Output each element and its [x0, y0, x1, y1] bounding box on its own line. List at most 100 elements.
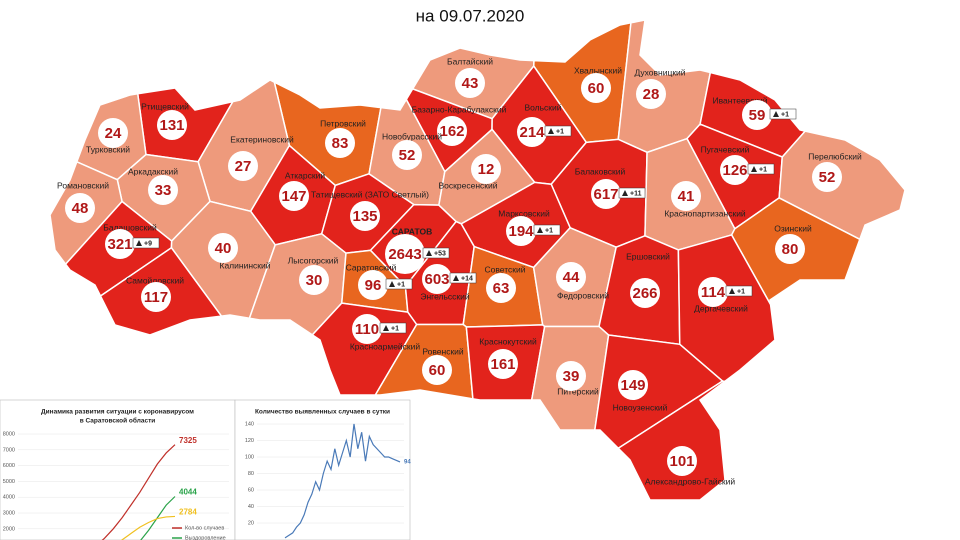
change-value: +1 — [737, 288, 745, 295]
district-name: Перелюбский — [808, 151, 862, 161]
case-count: 114 — [701, 284, 726, 301]
district-name: Марксовский — [498, 208, 550, 218]
y-tick-label: 4000 — [3, 495, 15, 501]
case-circle — [517, 117, 547, 147]
district-name: Александрово-Гайский — [645, 476, 736, 486]
district-name: Новобурасский — [382, 131, 442, 141]
case-count: 52 — [399, 147, 416, 164]
district-name: Дергачевский — [694, 303, 748, 313]
change-badge — [544, 125, 572, 137]
case-count: 617 — [593, 186, 618, 203]
district-name: Новоузенский — [613, 402, 668, 412]
y-tick-label: 7000 — [3, 447, 15, 453]
case-circle — [671, 181, 701, 211]
legend-label: Выздоровление — [185, 535, 226, 540]
change-badge — [379, 322, 407, 334]
case-circle — [618, 370, 648, 400]
change-icon — [383, 325, 389, 331]
district-name: Питерский — [557, 386, 599, 396]
case-count: 126 — [722, 162, 747, 179]
case-circle — [630, 278, 660, 308]
change-icon — [426, 250, 432, 256]
case-count: 43 — [462, 75, 479, 92]
district-labels: Балтайский 43 Хвалынский 60 Духовницкий 28 Ива… — [57, 56, 862, 486]
district-name: Краснопартизанский — [664, 208, 746, 218]
case-count: 214 — [519, 124, 545, 141]
district-name: Пугачевский — [701, 144, 750, 154]
y-tick-label: 20 — [248, 520, 254, 526]
y-tick-label: 80 — [248, 471, 254, 477]
case-circle — [591, 179, 621, 209]
case-count: 28 — [643, 86, 660, 103]
case-circle — [279, 181, 309, 211]
case-circle — [812, 162, 842, 192]
y-tick-label: 3000 — [3, 510, 15, 516]
district-name: Духовницкий — [634, 67, 685, 77]
case-circle — [148, 175, 178, 205]
district-name: Романовский — [57, 180, 109, 190]
change-badge — [422, 247, 450, 259]
case-circle — [488, 349, 518, 379]
change-icon — [751, 166, 757, 172]
change-value: +1 — [545, 227, 553, 234]
case-count: 161 — [490, 356, 515, 373]
y-tick-label: 8000 — [3, 431, 15, 437]
case-circle — [392, 140, 422, 170]
case-count: 603 — [424, 271, 449, 288]
change-value: +1 — [759, 166, 767, 173]
y-tick-label: 120 — [245, 438, 254, 444]
chart-panel — [234, 399, 411, 540]
case-circle — [105, 229, 135, 259]
chart-panel — [0, 399, 236, 540]
case-count: 12 — [478, 161, 495, 178]
change-value: +53 — [434, 250, 446, 257]
date-title: на 09.07.2020 — [416, 6, 525, 25]
case-circle — [698, 277, 728, 307]
change-value: +1 — [556, 128, 564, 135]
district-name: Аркадакский — [128, 166, 178, 176]
y-tick-label: 5000 — [3, 479, 15, 485]
case-circle — [581, 73, 611, 103]
change-icon — [453, 275, 459, 281]
case-circle — [422, 264, 452, 294]
case-count: 135 — [352, 208, 377, 225]
case-count: 63 — [493, 280, 510, 297]
case-count: 41 — [678, 188, 695, 205]
change-icon — [622, 190, 628, 196]
district-name: САРАТОВ — [392, 226, 432, 236]
case-count: 30 — [306, 272, 323, 289]
case-count: 266 — [632, 285, 657, 302]
case-count: 101 — [669, 453, 694, 470]
case-count: 59 — [749, 107, 766, 124]
change-value: +9 — [144, 240, 152, 247]
case-count: 2643 — [388, 246, 421, 263]
case-circle — [350, 201, 380, 231]
district-name: Воскресенский — [439, 180, 498, 190]
district-name: Петровский — [320, 118, 366, 128]
case-circle — [157, 110, 187, 140]
case-circle — [636, 79, 666, 109]
case-count: 44 — [563, 269, 580, 286]
district-name: Хвалынский — [574, 65, 622, 75]
case-circle — [720, 155, 750, 185]
series-line — [284, 423, 401, 539]
district-name: Энгельсский — [420, 291, 470, 301]
district-name: Озинский — [774, 223, 812, 233]
case-count: 80 — [782, 241, 799, 258]
y-tick-label: 140 — [245, 421, 254, 427]
case-count: 27 — [235, 158, 252, 175]
district-name: Краснокутский — [479, 336, 537, 346]
chart-title: в Саратовской области — [80, 417, 156, 425]
case-count: 33 — [155, 182, 172, 199]
case-circle — [325, 128, 355, 158]
case-count: 52 — [819, 169, 836, 186]
legend-label: Кол-во случаев — [185, 525, 224, 531]
case-circle — [667, 446, 697, 476]
value-label: 7325 — [179, 436, 197, 445]
change-badge — [618, 187, 646, 199]
district-name: Ртищевский — [141, 101, 189, 111]
change-icon — [548, 128, 554, 134]
chart-title: Количество выявленных случаев в сутки — [255, 409, 390, 416]
case-circle — [455, 68, 485, 98]
